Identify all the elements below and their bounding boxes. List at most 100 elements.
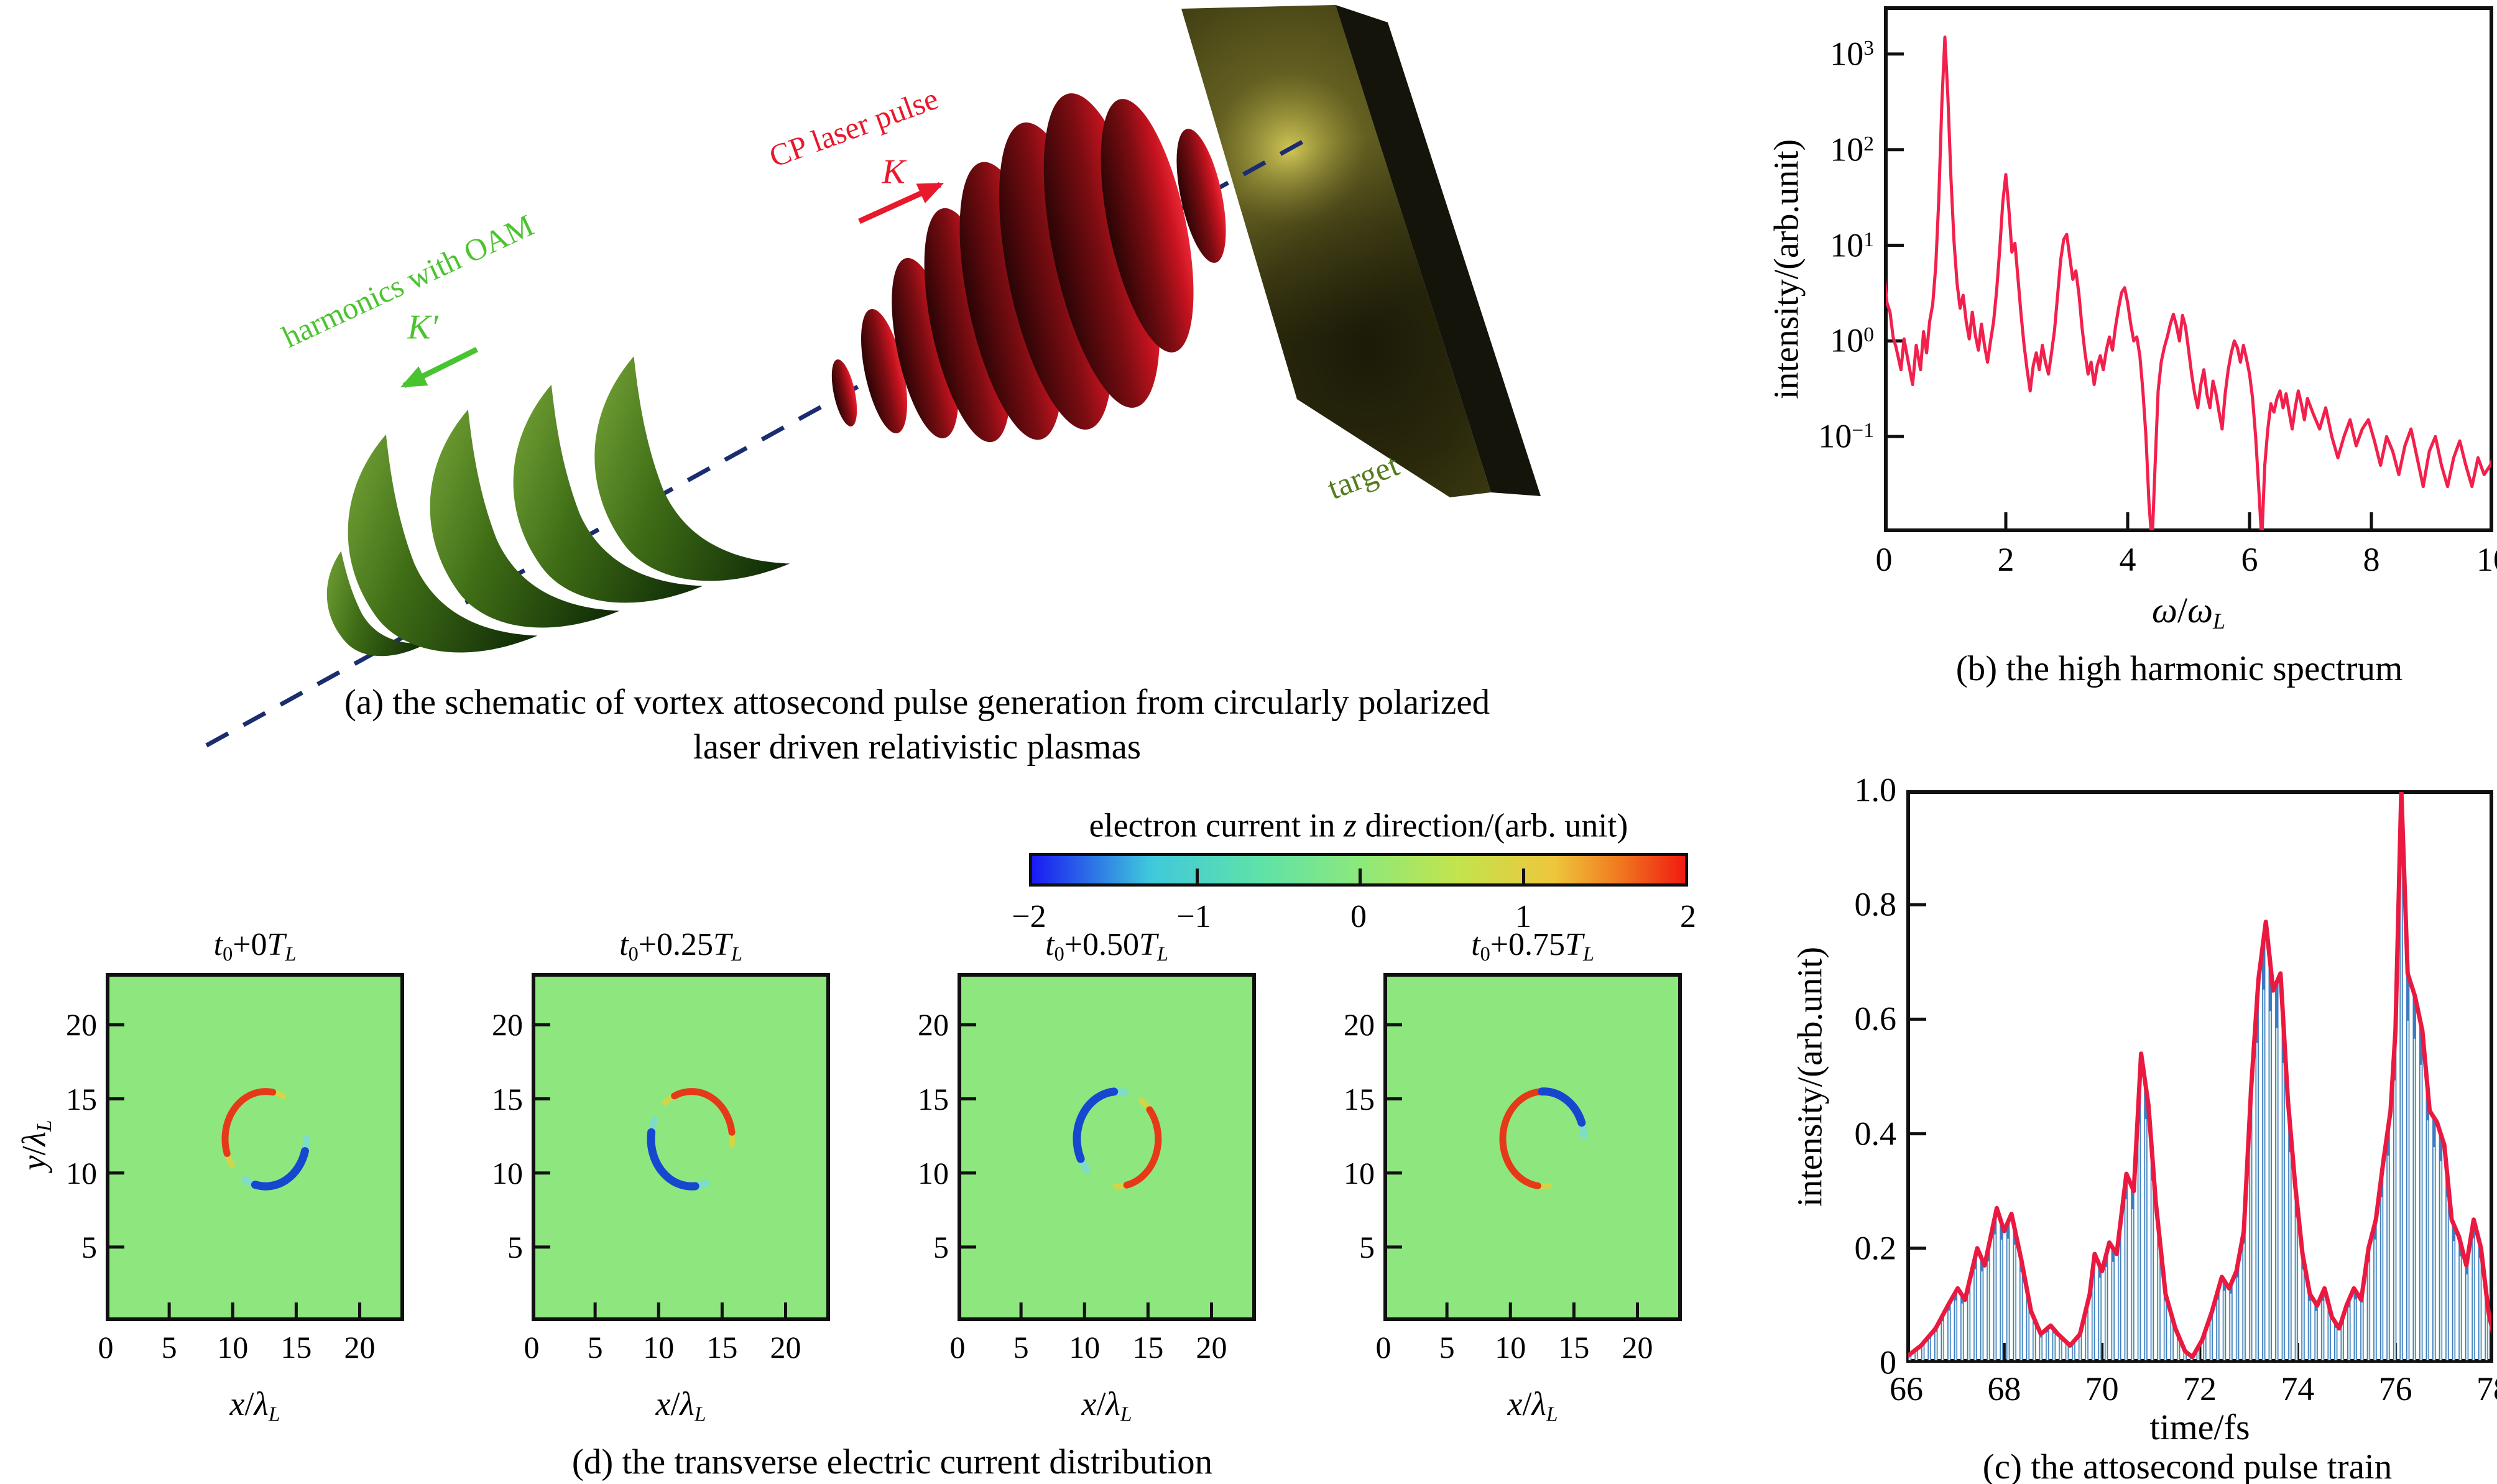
b-ylabel: intensity/(arb.unit) [1767,139,1806,400]
colorbar-tick-label: −1 [1176,899,1211,934]
c-xtick-label: 76 [2378,1370,2412,1408]
colorbar-tick-mark [1521,869,1525,883]
d-ytick-label: 20 [66,1007,97,1043]
d-xlabel: x/λL [229,1385,280,1426]
colorbar-tick-label: 1 [1515,899,1531,934]
heatmap-frame-1 [106,973,404,1321]
b-xtick-label: 0 [1875,541,1893,578]
current-ring-positive-arc [221,1088,277,1157]
colorbar-tick-label: −2 [1012,899,1046,934]
wavevector-arrow-k [858,182,944,224]
d-xlabel: x/λL [1507,1385,1558,1426]
c-xtick-label: 68 [1987,1370,2021,1408]
colorbar-tick-label: 0 [1350,899,1367,934]
d-xtick-label: 5 [587,1330,603,1365]
d-xtick-label: 20 [344,1330,376,1365]
heatmap-frame-4 [1383,973,1682,1321]
d-xtick-label: 15 [1132,1330,1164,1365]
label-k-prime-vector: K′ [407,308,438,347]
d-xtick-label: 20 [1196,1330,1227,1365]
d-xtick-label: 10 [1495,1330,1526,1365]
d-ytick-label: 10 [66,1155,97,1191]
b-xlabel: ω/ωL [2151,590,2226,634]
d-xtick-label: 5 [1013,1330,1029,1365]
b-ytick-label: 101 [1830,226,1874,264]
wavevector-arrow-k-prime [400,346,478,389]
heatmap-frame-2 [532,973,830,1321]
d-xtick-label: 20 [770,1330,801,1365]
schematic-3d [205,5,1541,748]
d-ytick-label: 15 [1344,1081,1375,1117]
c-xtick-label: 78 [2476,1370,2497,1408]
target-side-face [1336,5,1541,496]
d-ytick-label: 5 [933,1229,949,1265]
current-ring-positive-arc [1499,1088,1544,1189]
c-xtick-label: 72 [2183,1370,2217,1408]
d-xtick-label: 0 [1375,1330,1392,1365]
b-ytick-label: 10−1 [1818,417,1874,455]
caption-c: (c) the attosecond pulse train [1982,1447,2393,1484]
d-ytick-label: 5 [1359,1229,1375,1265]
d-xtick-label: 15 [706,1330,738,1365]
d-ytick-label: 5 [81,1229,97,1265]
current-ring-negative-arc [1538,1087,1586,1127]
d-ytick-label: 5 [507,1229,523,1265]
c-xtick-label: 74 [2281,1370,2315,1408]
colorbar-gradient [1029,853,1688,887]
c-ytick-label: 1.0 [1854,771,1897,809]
label-k-vector: K [882,152,905,191]
heatmap-frame-3 [958,973,1256,1321]
d-xtick-label: 10 [643,1330,675,1365]
colorbar-title: electron current in z​ direction/(arb. u… [1089,806,1628,844]
d-xtick-label: 5 [1439,1330,1455,1365]
current-ring-positive-arc [671,1088,736,1136]
d-subplot-title: t0+0TL [213,927,297,966]
caption-a-line2: laser driven relativistic plasmas [693,727,1142,767]
d-ylabel: y/λL [15,1120,57,1171]
d-ytick-label: 10 [918,1155,949,1191]
b-ytick-label: 102 [1830,131,1874,168]
b-ytick-label: 103 [1830,35,1874,73]
d-xtick-label: 20 [1622,1330,1653,1365]
caption-b: (b) the high harmonic spectrum [1955,649,2403,688]
d-xtick-label: 5 [161,1330,177,1365]
c-xtick-label: 70 [2085,1370,2119,1408]
plot-attosecond-pulse-train [1906,790,2493,1363]
spectrum-curve [1886,35,2491,530]
d-ytick-label: 10 [1344,1155,1375,1191]
b-xtick-label: 8 [2363,541,2380,578]
d-xlabel: x/λL [655,1385,706,1426]
d-ytick-label: 15 [918,1081,949,1117]
current-ring-negative-arc [1073,1087,1119,1163]
d-xtick-label: 15 [280,1330,312,1365]
d-xtick-label: 15 [1558,1330,1590,1365]
c-ylabel: intensity/(arb.unit) [1791,946,1830,1207]
d-xtick-label: 10 [1069,1330,1101,1365]
d-xtick-label: 0 [949,1330,966,1365]
d-ytick-label: 15 [66,1081,97,1117]
b-xtick-label: 6 [2241,541,2258,578]
d-xtick-label: 0 [98,1330,114,1365]
c-ytick-label: 0 [1880,1343,1896,1381]
laser-pulse-disks [831,93,1226,443]
c-xtick-label: 66 [1890,1370,1923,1408]
pulse-envelope-curve [1908,792,2491,1360]
current-ring-negative-arc [251,1147,309,1191]
plot-high-harmonic-spectrum [1884,6,2493,532]
colorbar-tick-mark [1195,869,1199,883]
d-ytick-label: 10 [492,1155,523,1191]
colorbar-tick-mark [1359,869,1362,883]
d-ytick-label: 20 [1344,1007,1375,1043]
c-ytick-label: 0.6 [1854,1000,1897,1038]
d-xtick-label: 0 [524,1330,540,1365]
colorbar-tick-label: 2 [1680,899,1696,934]
d-xtick-label: 10 [217,1330,249,1365]
d-ytick-label: 20 [492,1007,523,1043]
d-subplot-title: t0+0.50TL [1045,927,1168,966]
harmonic-helix [326,356,790,657]
c-ytick-label: 0.8 [1854,885,1897,923]
b-xtick-label: 4 [2119,541,2136,578]
b-xtick-label: 10 [2476,541,2497,578]
current-ring-negative-arc [647,1128,699,1191]
